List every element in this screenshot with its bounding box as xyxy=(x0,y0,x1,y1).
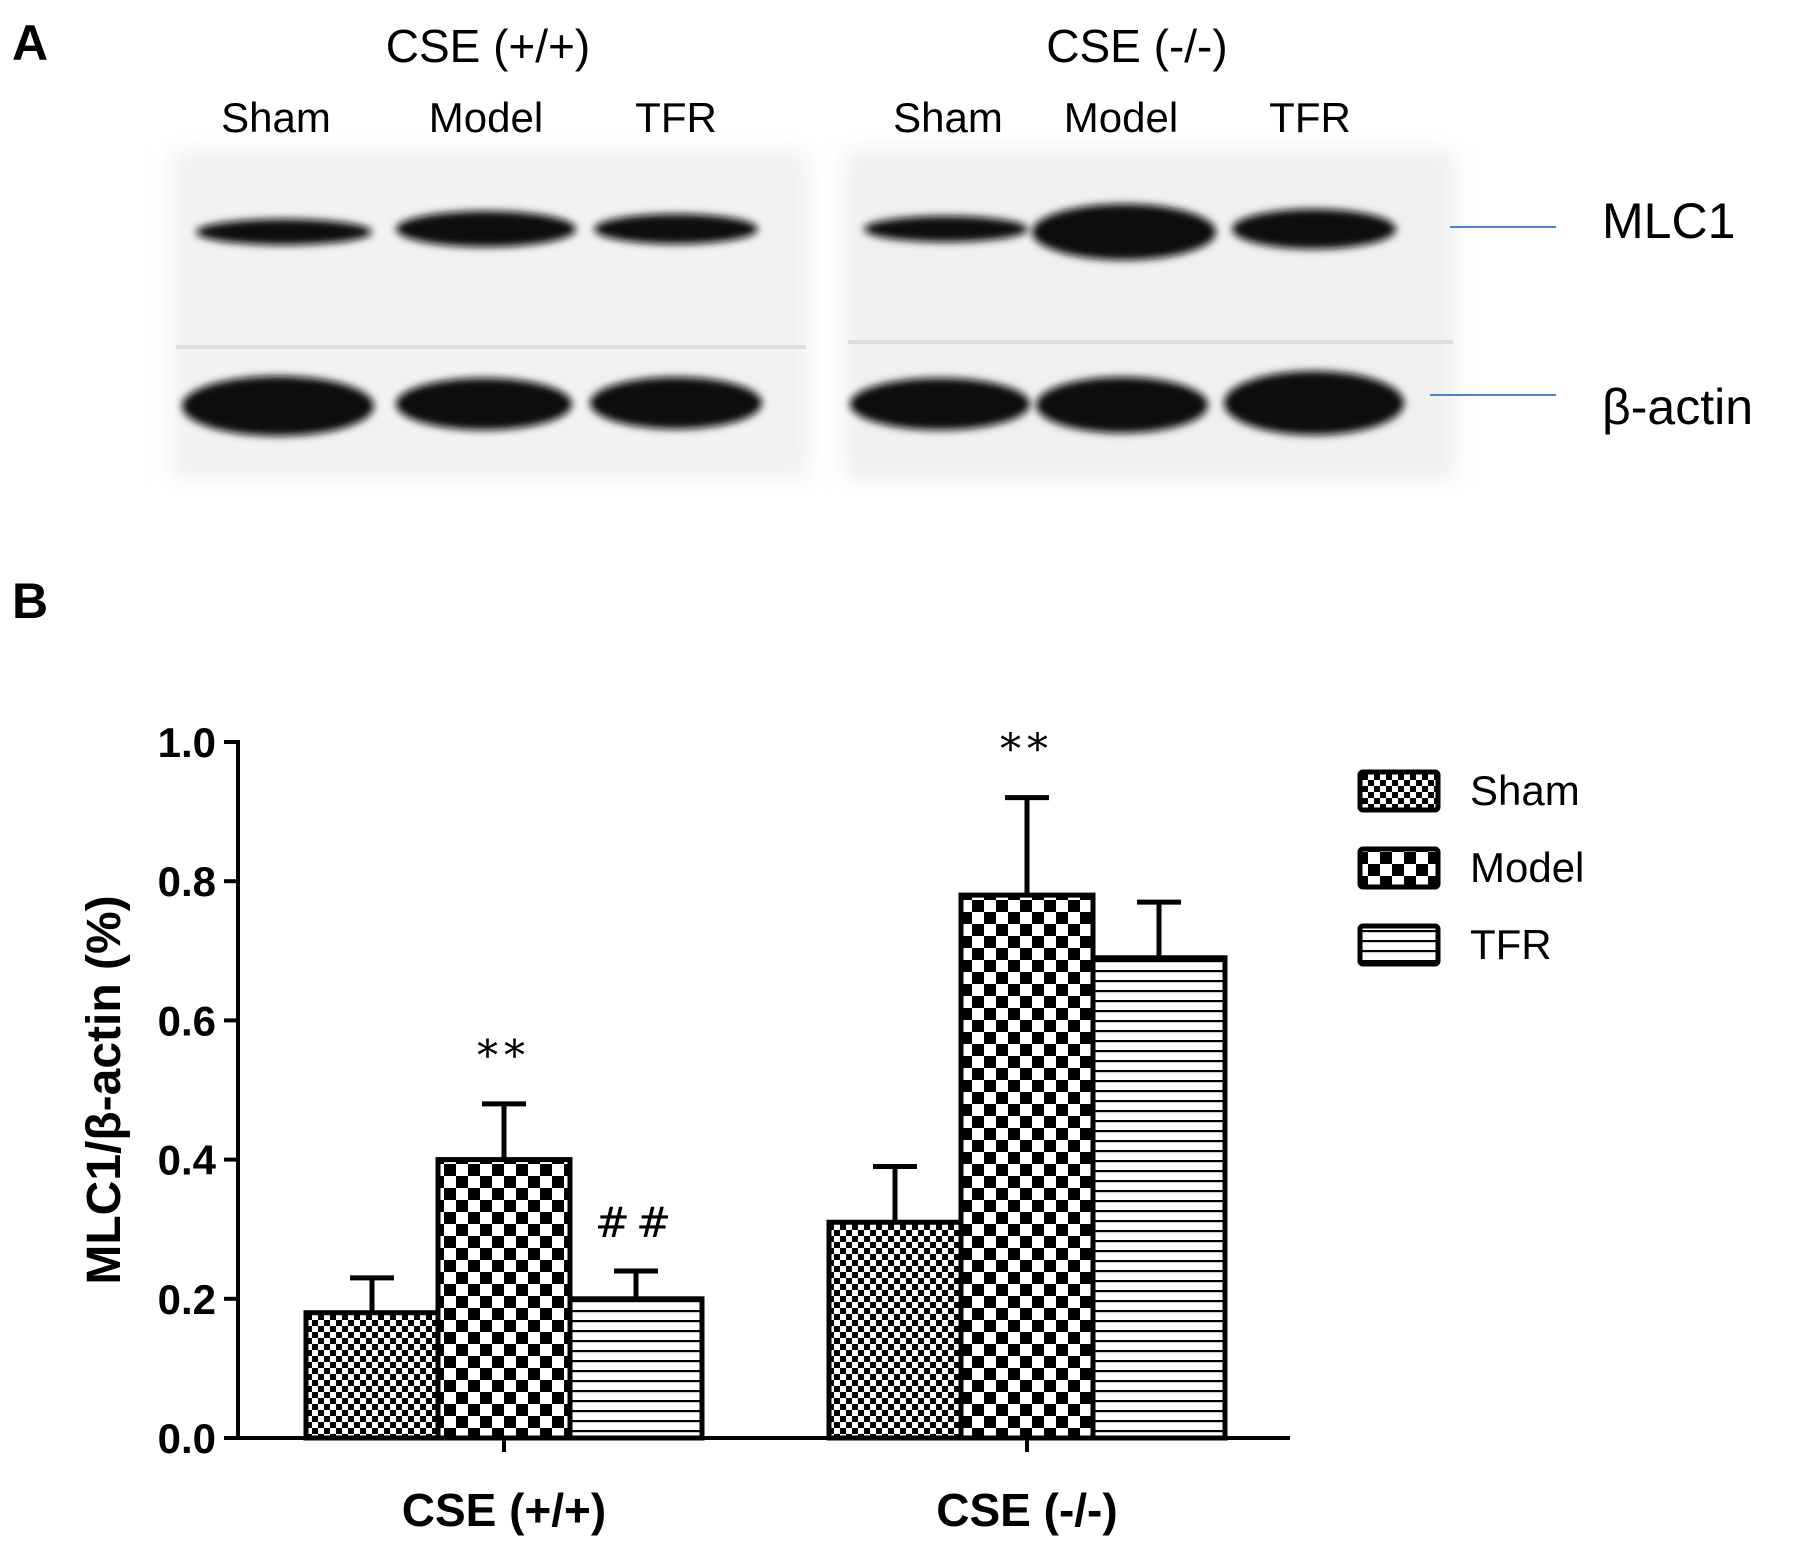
bar-chart: 0.0 0.2 0.4 0.6 0.8 1.0 MLC1/β-actin (%) CSE (+… xyxy=(78,719,1584,1536)
lane-label-g2-tfr: TFR xyxy=(1269,94,1351,141)
lane-label-g1-model: Model xyxy=(429,94,543,141)
bar-tfr-2 xyxy=(1090,955,1228,1441)
band-actin-g2-sham xyxy=(850,378,1030,430)
band-actin-g1-tfr xyxy=(590,377,762,429)
bar-model-1 xyxy=(435,1157,573,1441)
y-tick-label: 0.6 xyxy=(158,997,216,1044)
lane-label-g2-model: Model xyxy=(1064,94,1178,141)
y-axis-label: MLC1/β-actin (%) xyxy=(78,895,131,1284)
x-tick-label: CSE (-/-) xyxy=(936,1484,1117,1536)
actin-band-label: β-actin xyxy=(1602,379,1753,435)
actin-bands xyxy=(182,371,1404,436)
legend-swatch-model xyxy=(1357,846,1441,890)
blot-group-1-header: CSE (+/+) xyxy=(386,20,591,72)
lane-label-g1-tfr: TFR xyxy=(635,94,717,141)
lane-label-g2-sham: Sham xyxy=(893,94,1003,141)
lane-label-g1-sham: Sham xyxy=(221,94,331,141)
y-tick-label: 1.0 xyxy=(158,719,216,766)
band-actin-g2-model xyxy=(1036,377,1208,433)
bar-sham-1 xyxy=(303,1310,441,1441)
legend-label-sham: Sham xyxy=(1470,767,1580,814)
legend-swatch-tfr xyxy=(1357,923,1441,967)
mlc1-band-label: MLC1 xyxy=(1602,193,1735,249)
band-actin-g2-tfr xyxy=(1224,371,1404,435)
significance-mark: ** xyxy=(477,1031,531,1080)
band-mlc1-g2-model xyxy=(1032,204,1216,260)
bar-model-2 xyxy=(958,892,1096,1441)
legend-label-model: Model xyxy=(1470,844,1584,891)
band-mlc1-g2-tfr xyxy=(1232,209,1396,249)
significance-mark: ** xyxy=(1000,725,1054,774)
blot-group-2-header: CSE (-/-) xyxy=(1046,20,1227,72)
legend-swatch-sham xyxy=(1357,769,1441,813)
y-tick-label: 0.4 xyxy=(158,1137,217,1184)
band-mlc1-g2-sham xyxy=(864,216,1028,242)
band-mlc1-g1-model xyxy=(396,211,576,247)
band-actin-g1-model xyxy=(396,378,572,430)
band-mlc1-g1-tfr xyxy=(594,214,758,244)
y-tick-label: 0.2 xyxy=(158,1276,216,1323)
panel-a-label: A xyxy=(12,15,48,71)
band-actin-g1-sham xyxy=(182,376,374,436)
bar-sham-2 xyxy=(826,1219,964,1441)
panel-b-label: B xyxy=(12,573,48,629)
bar-tfr-1 xyxy=(567,1296,705,1441)
mlc1-bands xyxy=(196,204,1396,260)
y-tick-label: 0.8 xyxy=(158,858,216,905)
x-tick-label: CSE (+/+) xyxy=(402,1484,607,1536)
legend-label-tfr: TFR xyxy=(1470,921,1552,968)
band-mlc1-g1-sham xyxy=(196,219,372,245)
significance-mark: ## xyxy=(595,1198,677,1247)
y-tick-label: 0.0 xyxy=(158,1415,216,1462)
